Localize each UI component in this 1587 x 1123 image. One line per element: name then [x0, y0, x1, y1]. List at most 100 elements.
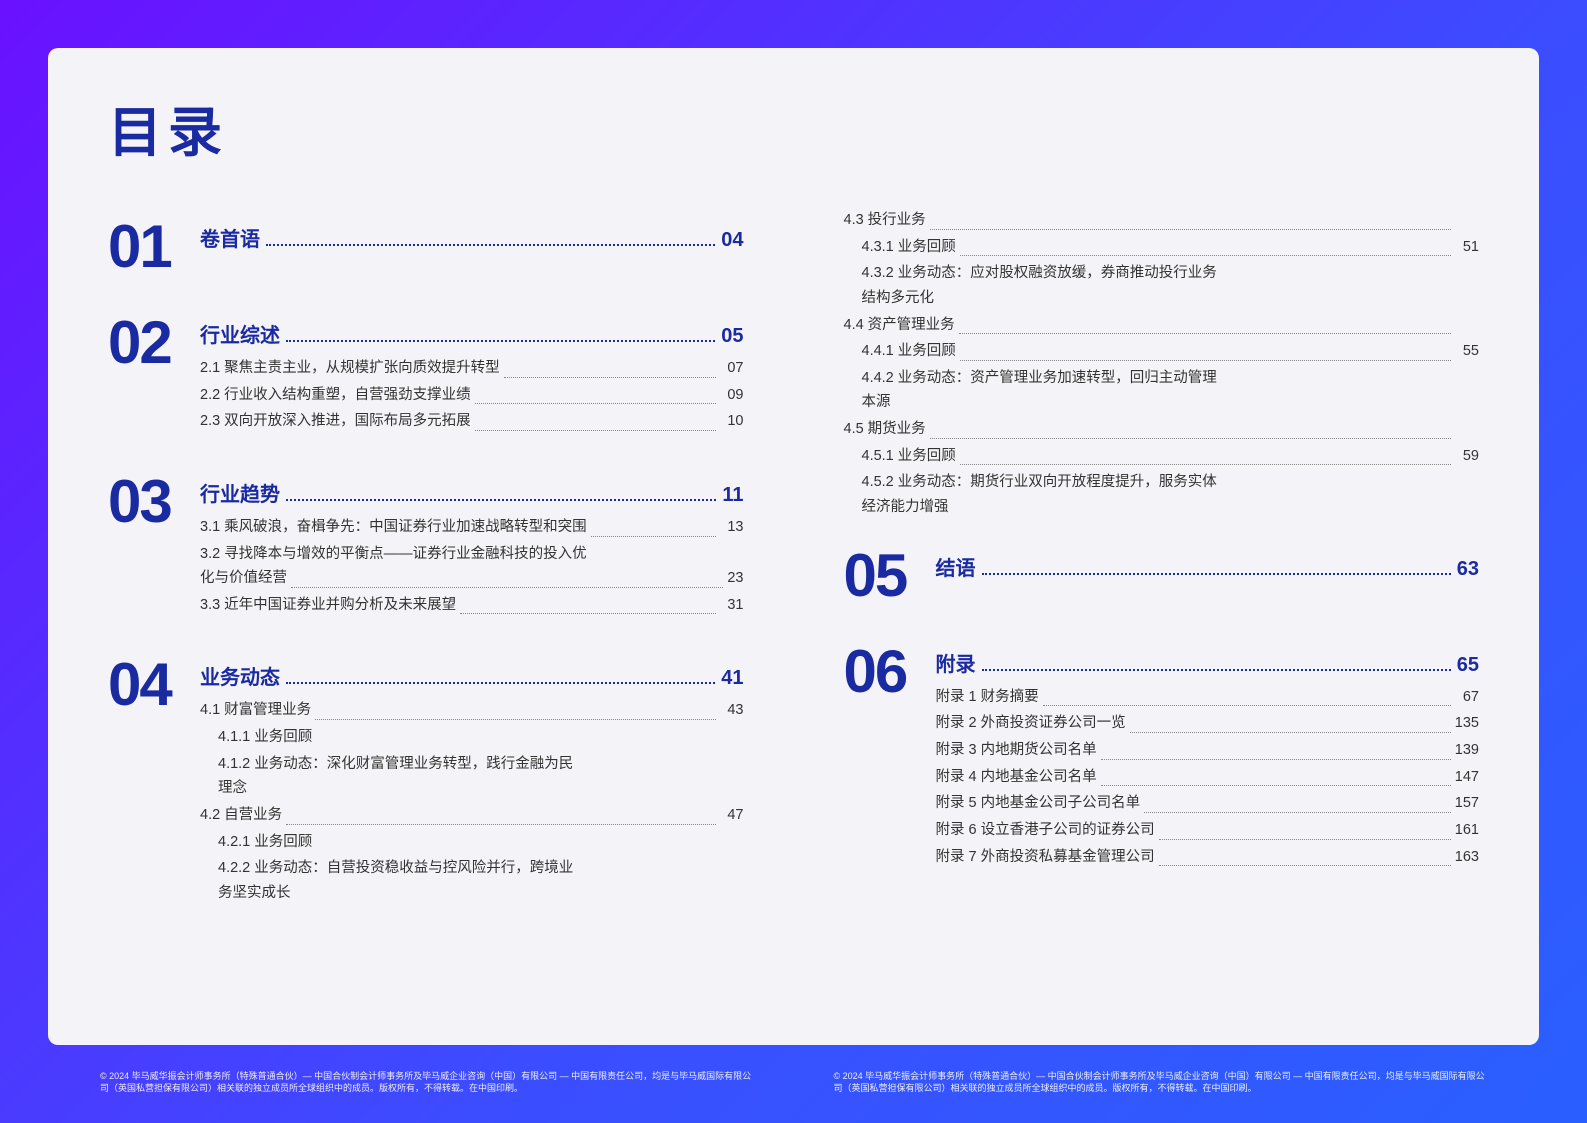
toc-entry: 3.1 乘风破浪，奋楫争先：中国证券行业加速战略转型和突围 13 — [200, 515, 744, 540]
toc-entry-label: 4.1.1 业务回顾 — [218, 725, 312, 750]
toc-entry-label: 4.4 资产管理业务 — [844, 313, 955, 338]
toc-entry-label: 附录 5 内地基金公司子公司名单 — [936, 791, 1141, 816]
toc-entry-label: 4.1 财富管理业务 — [200, 698, 311, 723]
toc-section-number: 02 — [108, 313, 200, 436]
toc-entry-label: 3.2 寻找降本与增效的平衡点——证券行业金融科技的投入优 — [200, 542, 587, 567]
toc-section-number: 05 — [844, 546, 936, 606]
toc-entry: 4.4.1 业务回顾 55 — [844, 339, 1480, 364]
toc-entry-label: 4.3 投行业务 — [844, 208, 926, 233]
toc-entry-page: 157 — [1455, 791, 1479, 816]
toc-entry: 附录 7 外商投资私募基金管理公司 163 — [936, 845, 1480, 870]
page-title: 目录 — [108, 88, 744, 167]
toc-entry-label: 3.3 近年中国证券业并购分析及未来展望 — [200, 593, 456, 618]
toc-section-page: 05 — [721, 325, 743, 348]
toc-section: 02 行业综述 05 2.1 聚焦主责主业，从规模扩张向质效提升转型 07 2.… — [108, 313, 744, 436]
toc-section-number: 06 — [844, 642, 936, 871]
toc-entry-page: 59 — [1455, 444, 1479, 469]
toc-entry-label: 4.5.1 业务回顾 — [862, 444, 956, 469]
toc-entry: 附录 1 财务摘要 67 — [936, 685, 1480, 710]
toc-entry-label: 2.2 行业收入结构重塑，自营强劲支撑业绩 — [200, 383, 471, 408]
toc-entry: 4.2.1 业务回顾 — [200, 830, 744, 855]
toc-entry: 2.2 行业收入结构重塑，自营强劲支撑业绩 09 — [200, 383, 744, 408]
toc-entry-label: 3.1 乘风破浪，奋楫争先：中国证券行业加速战略转型和突围 — [200, 515, 587, 540]
toc-entry-page: 51 — [1455, 235, 1479, 260]
toc-entry-label: 4.1.2 业务动态：深化财富管理业务转型，践行金融为民 — [218, 752, 573, 777]
toc-section: 05 结语 63 — [844, 546, 1480, 606]
toc-entry-page: 139 — [1455, 738, 1479, 763]
toc-section: 03 行业趋势 11 3.1 乘风破浪，奋楫争先：中国证券行业加速战略转型和突围… — [108, 472, 744, 620]
toc-section-title: 结语 — [936, 552, 976, 581]
toc-entry-label: 务坚实成长 — [218, 881, 291, 906]
toc-entry-label: 4.2.1 业务回顾 — [218, 830, 312, 855]
toc-section-page: 41 — [721, 667, 743, 690]
toc-section: 04 业务动态 41 4.1 财富管理业务 43 4.1.1 业务回顾 4.1.… — [108, 655, 744, 907]
toc-entry-label: 附录 2 外商投资证券公司一览 — [936, 711, 1126, 736]
toc-entry-label: 4.5.2 业务动态：期货行业双向开放程度提升，服务实体 — [862, 470, 1217, 495]
toc-entry: 3.3 近年中国证券业并购分析及未来展望 31 — [200, 593, 744, 618]
toc-entry-page: 10 — [720, 409, 744, 434]
toc-entry: 附录 2 外商投资证券公司一览 135 — [936, 711, 1480, 736]
toc-entry-label: 4.2.2 业务动态：自营投资稳收益与控风险并行，跨境业 — [218, 856, 573, 881]
toc-entry: 附录 5 内地基金公司子公司名单 157 — [936, 791, 1480, 816]
toc-entry-label: 附录 4 内地基金公司名单 — [936, 765, 1097, 790]
toc-section-page: 11 — [722, 484, 743, 507]
toc-entry: 4.3 投行业务 — [844, 208, 1480, 233]
toc-entry-label: 4.2 自营业务 — [200, 803, 282, 828]
toc-section-title: 业务动态 — [200, 661, 280, 690]
toc-entry-label: 理念 — [218, 776, 247, 801]
toc-entry: 4.3.1 业务回顾 51 — [844, 235, 1480, 260]
toc-section-title: 卷首语 — [200, 223, 260, 252]
toc-entry: 4.5 期货业务 — [844, 417, 1480, 442]
toc-entry-page: 161 — [1455, 818, 1479, 843]
toc-entry-label: 2.1 聚焦主责主业，从规模扩张向质效提升转型 — [200, 356, 500, 381]
toc-entry: 附录 6 设立香港子公司的证券公司 161 — [936, 818, 1480, 843]
toc-section-number: 01 — [108, 217, 200, 277]
toc-entry: 4.1.1 业务回顾 — [200, 725, 744, 750]
footer-text-right: © 2024 毕马威华振会计师事务所（特殊普通合伙）— 中国合伙制会计师事务所及… — [794, 1070, 1528, 1095]
toc-section-heading: 附录 65 — [936, 648, 1480, 677]
toc-section: 06 附录 65 附录 1 财务摘要 67 附录 2 外商投资证券公司一览 13… — [844, 642, 1480, 871]
toc-entry: 4.1.2 业务动态：深化财富管理业务转型，践行金融为民 理念 — [200, 752, 744, 801]
toc-entry-page: 47 — [720, 803, 744, 828]
toc-section: 01 卷首语 04 — [108, 217, 744, 277]
toc-entry-label: 2.3 双向开放深入推进，国际布局多元拓展 — [200, 409, 471, 434]
toc-entry: 2.3 双向开放深入推进，国际布局多元拓展 10 — [200, 409, 744, 434]
toc-entry-page: 135 — [1455, 711, 1479, 736]
toc-section-title: 行业趋势 — [200, 478, 280, 507]
toc-entry: 2.1 聚焦主责主业，从规模扩张向质效提升转型 07 — [200, 356, 744, 381]
toc-entry: 4.2.2 业务动态：自营投资稳收益与控风险并行，跨境业 务坚实成长 — [200, 856, 744, 905]
toc-entry-page: 163 — [1455, 845, 1479, 870]
toc-entry-label: 4.5 期货业务 — [844, 417, 926, 442]
toc-entry-page: 09 — [720, 383, 744, 408]
toc-entry-page: 23 — [727, 566, 743, 591]
toc-entry-label: 4.3.2 业务动态：应对股权融资放缓，券商推动投行业务 — [862, 261, 1217, 286]
toc-entry-label: 本源 — [862, 390, 891, 415]
toc-page: 目录 01 卷首语 04 02 行业综述 05 2.1 聚焦主责主业，从规模扩张… — [48, 48, 1539, 1045]
toc-entry-label: 结构多元化 — [862, 286, 935, 311]
toc-entry-label: 附录 3 内地期货公司名单 — [936, 738, 1097, 763]
toc-entry: 附录 3 内地期货公司名单 139 — [936, 738, 1480, 763]
footer-text-left: © 2024 毕马威华振会计师事务所（特殊普通合伙）— 中国合伙制会计师事务所及… — [60, 1070, 794, 1095]
toc-entry-label: 4.4.1 业务回顾 — [862, 339, 956, 364]
copyright-footer: © 2024 毕马威华振会计师事务所（特殊普通合伙）— 中国合伙制会计师事务所及… — [60, 1070, 1527, 1095]
toc-entry: 4.5.2 业务动态：期货行业双向开放程度提升，服务实体 经济能力增强 — [844, 470, 1480, 519]
toc-entry-page: 147 — [1455, 765, 1479, 790]
toc-entry-label: 附录 1 财务摘要 — [936, 685, 1039, 710]
toc-section-page: 63 — [1457, 558, 1479, 581]
toc-entry-label: 4.4.2 业务动态：资产管理业务加速转型，回归主动管理 — [862, 366, 1217, 391]
toc-column-left: 目录 01 卷首语 04 02 行业综述 05 2.1 聚焦主责主业，从规模扩张… — [108, 88, 794, 1015]
toc-section-heading: 结语 63 — [936, 552, 1480, 581]
toc-column-right: 4.3 投行业务 4.3.1 业务回顾 51 4.3.2 业务动态：应对股权融资… — [794, 88, 1480, 1015]
toc-section-heading: 行业综述 05 — [200, 319, 744, 348]
toc-entry: 4.4 资产管理业务 — [844, 313, 1480, 338]
toc-entry: 4.3.2 业务动态：应对股权融资放缓，券商推动投行业务 结构多元化 — [844, 261, 1480, 310]
toc-entry: 4.1 财富管理业务 43 — [200, 698, 744, 723]
toc-entry-page: 07 — [720, 356, 744, 381]
toc-section-number: 04 — [108, 655, 200, 907]
toc-entry: 4.4.2 业务动态：资产管理业务加速转型，回归主动管理 本源 — [844, 366, 1480, 415]
toc-section-page: 65 — [1457, 654, 1479, 677]
toc-section-heading: 卷首语 04 — [200, 223, 744, 252]
toc-entry-label: 4.3.1 业务回顾 — [862, 235, 956, 260]
toc-entry-page: 55 — [1455, 339, 1479, 364]
toc-section-page: 04 — [721, 229, 743, 252]
